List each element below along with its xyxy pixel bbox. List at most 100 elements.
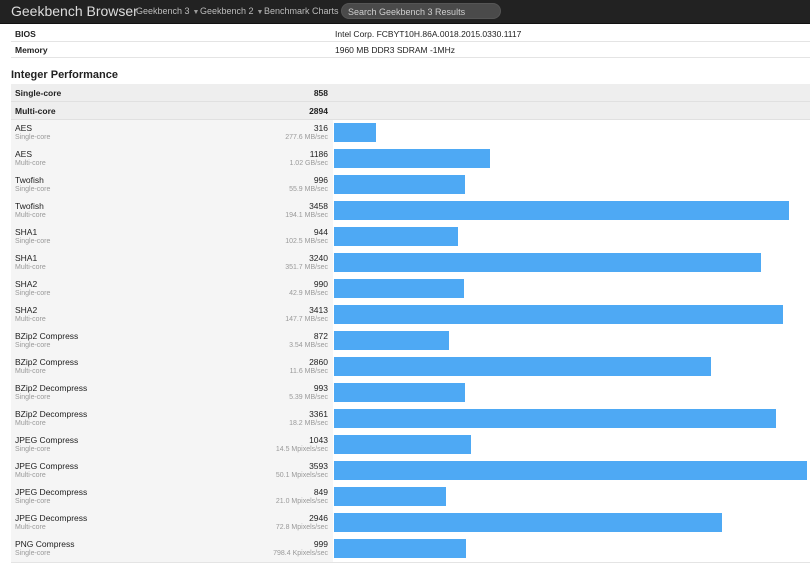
benchmark-throughput: 21.0 Mpixels/sec bbox=[275, 498, 328, 505]
score-bar bbox=[334, 253, 761, 272]
table-row[interactable]: BZip2 Compress Single-core 872 3.54 MB/sec bbox=[11, 328, 810, 355]
benchmark-label-cell: AES Single-core 316 277.6 MB/sec bbox=[11, 120, 333, 146]
table-row[interactable]: Twofish Multi-core 3458 194.1 MB/sec bbox=[11, 198, 810, 225]
bar-track bbox=[334, 406, 810, 432]
benchmark-label-cell: AES Multi-core 1186 1.02 GB/sec bbox=[11, 146, 333, 172]
bar-track bbox=[334, 510, 810, 536]
benchmark-label-cell: JPEG Decompress Single-core 849 21.0 Mpixel… bbox=[11, 484, 333, 510]
score-bar bbox=[334, 331, 449, 350]
summary-row-multi-core: Multi-core 2894 bbox=[11, 102, 810, 120]
benchmark-mode: Single-core bbox=[15, 394, 51, 401]
benchmark-label-cell: SHA2 Single-core 990 42.9 MB/sec bbox=[11, 276, 333, 302]
summary-label: Single-core bbox=[15, 88, 62, 98]
benchmark-label-cell: JPEG Compress Multi-core 3593 50.1 Mpixels/… bbox=[11, 458, 333, 484]
benchmark-score: 2946 bbox=[309, 513, 328, 523]
top-navbar: Geekbench Browser Geekbench 3 ▼ Geekbench… bbox=[0, 0, 810, 24]
benchmark-score: 999 bbox=[313, 539, 328, 549]
nav-geekbench3-label: Geekbench 3 bbox=[136, 6, 190, 16]
score-bar bbox=[334, 227, 458, 246]
table-row[interactable]: PNG Compress Single-core 999 798.4 Kpixels/… bbox=[11, 536, 810, 563]
info-key: BIOS bbox=[15, 29, 36, 39]
score-bar bbox=[334, 123, 376, 142]
nav-benchmark-charts[interactable]: Benchmark Charts▼ bbox=[264, 6, 348, 16]
table-row[interactable]: JPEG Compress Single-core 1043 14.5 Mpixels… bbox=[11, 432, 810, 459]
benchmark-score: 1186 bbox=[309, 149, 328, 159]
search-input[interactable]: Search Geekbench 3 Results bbox=[341, 3, 501, 19]
table-row[interactable]: JPEG Decompress Single-core 849 21.0 Mpixel… bbox=[11, 484, 810, 511]
table-row[interactable]: JPEG Compress Multi-core 3593 50.1 Mpixels/… bbox=[11, 458, 810, 485]
benchmark-score: 3240 bbox=[309, 253, 328, 263]
nav-geekbench3[interactable]: Geekbench 3 ▼ bbox=[136, 6, 199, 16]
benchmark-throughput: 5.39 MB/sec bbox=[289, 394, 328, 401]
benchmark-label-cell: SHA1 Multi-core 3240 351.7 MB/sec bbox=[11, 250, 333, 276]
bar-track bbox=[334, 458, 810, 484]
info-row-bios: BIOS Intel Corp. FCBYT10H.86A.0018.2015.… bbox=[11, 27, 810, 42]
benchmark-throughput: 72.8 Mpixels/sec bbox=[275, 524, 328, 531]
benchmark-mode: Single-core bbox=[15, 342, 51, 349]
table-row[interactable]: JPEG Decompress Multi-core 2946 72.8 Mpixel… bbox=[11, 510, 810, 537]
table-row[interactable]: BZip2 Decompress Multi-core 3361 18.2 MB/se… bbox=[11, 406, 810, 433]
benchmark-score: 2860 bbox=[309, 357, 328, 367]
benchmark-throughput: 351.7 MB/sec bbox=[285, 264, 328, 271]
table-row[interactable]: SHA1 Single-core 944 102.5 MB/sec bbox=[11, 224, 810, 251]
benchmark-mode: Single-core bbox=[15, 134, 51, 141]
bar-track bbox=[334, 354, 810, 380]
benchmark-throughput: 102.5 MB/sec bbox=[285, 238, 328, 245]
score-bar bbox=[334, 461, 807, 480]
table-row[interactable]: AES Multi-core 1186 1.02 GB/sec bbox=[11, 146, 810, 173]
benchmark-throughput: 42.9 MB/sec bbox=[289, 290, 328, 297]
nav-geekbench2-label: Geekbench 2 bbox=[200, 6, 254, 16]
chevron-down-icon: ▼ bbox=[256, 9, 264, 16]
benchmark-name: JPEG Decompress bbox=[15, 513, 88, 523]
table-row[interactable]: Twofish Single-core 996 55.9 MB/sec bbox=[11, 172, 810, 199]
table-row[interactable]: BZip2 Compress Multi-core 2860 11.6 MB/sec bbox=[11, 354, 810, 381]
benchmark-throughput: 18.2 MB/sec bbox=[289, 420, 328, 427]
benchmark-mode: Single-core bbox=[15, 446, 51, 453]
benchmark-name: BZip2 Decompress bbox=[15, 383, 88, 393]
score-bar bbox=[334, 357, 711, 376]
benchmark-mode: Multi-core bbox=[15, 316, 46, 323]
score-bar bbox=[334, 201, 789, 220]
summary-score: 2894 bbox=[309, 106, 328, 116]
benchmark-score: 990 bbox=[313, 279, 328, 289]
benchmark-mode: Multi-core bbox=[15, 524, 46, 531]
section-title: Integer Performance bbox=[11, 69, 118, 81]
benchmark-name: Twofish bbox=[15, 175, 44, 185]
benchmark-name: BZip2 Compress bbox=[15, 357, 79, 367]
nav-geekbench2[interactable]: Geekbench 2 ▼ bbox=[200, 6, 263, 16]
score-bar bbox=[334, 487, 446, 506]
bar-track bbox=[334, 172, 810, 198]
benchmark-mode: Single-core bbox=[15, 290, 51, 297]
summary-score: 858 bbox=[313, 88, 328, 98]
bar-track bbox=[334, 380, 810, 406]
benchmark-name: SHA1 bbox=[15, 253, 38, 263]
table-row[interactable]: BZip2 Decompress Single-core 993 5.39 MB/se… bbox=[11, 380, 810, 407]
benchmark-label-cell: BZip2 Compress Single-core 872 3.54 MB/sec bbox=[11, 328, 333, 354]
benchmark-label-cell: BZip2 Compress Multi-core 2860 11.6 MB/sec bbox=[11, 354, 333, 380]
benchmark-score: 849 bbox=[313, 487, 328, 497]
score-bar bbox=[334, 513, 722, 532]
nav-benchmark-charts-label: Benchmark Charts bbox=[264, 6, 339, 16]
bar-track bbox=[334, 198, 810, 224]
benchmark-throughput: 194.1 MB/sec bbox=[285, 212, 328, 219]
benchmark-score: 993 bbox=[313, 383, 328, 393]
bar-track bbox=[334, 432, 810, 458]
table-row[interactable]: AES Single-core 316 277.6 MB/sec bbox=[11, 120, 810, 147]
benchmark-throughput: 798.4 Kpixels/sec bbox=[273, 550, 328, 557]
benchmark-label-cell: SHA1 Single-core 944 102.5 MB/sec bbox=[11, 224, 333, 250]
table-row[interactable]: SHA2 Multi-core 3413 147.7 MB/sec bbox=[11, 302, 810, 329]
table-row[interactable]: SHA2 Single-core 990 42.9 MB/sec bbox=[11, 276, 810, 303]
benchmark-mode: Single-core bbox=[15, 498, 51, 505]
info-value: 1960 MB DDR3 SDRAM -1MHz bbox=[335, 45, 455, 55]
score-bar bbox=[334, 305, 783, 324]
benchmark-mode: Multi-core bbox=[15, 420, 46, 427]
benchmark-label-cell: BZip2 Decompress Multi-core 3361 18.2 MB/se… bbox=[11, 406, 333, 432]
benchmark-mode: Single-core bbox=[15, 186, 51, 193]
table-row[interactable]: SHA1 Multi-core 3240 351.7 MB/sec bbox=[11, 250, 810, 277]
score-bar bbox=[334, 383, 465, 402]
brand-logo[interactable]: Geekbench Browser bbox=[11, 3, 138, 19]
benchmark-name: BZip2 Decompress bbox=[15, 409, 88, 419]
benchmark-label-cell: BZip2 Decompress Single-core 993 5.39 MB/se… bbox=[11, 380, 333, 406]
info-value: Intel Corp. FCBYT10H.86A.0018.2015.0330.… bbox=[335, 29, 522, 39]
benchmark-name: JPEG Compress bbox=[15, 435, 79, 445]
